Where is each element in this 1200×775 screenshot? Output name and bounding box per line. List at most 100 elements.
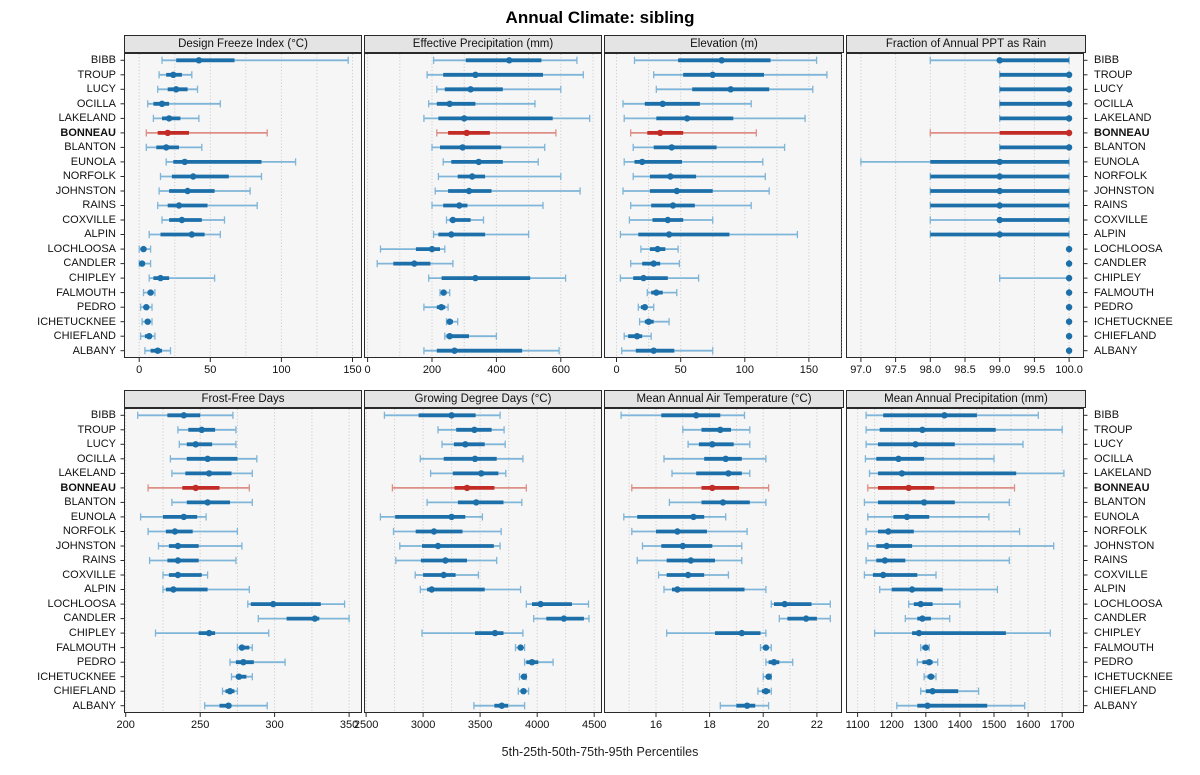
site-label-blanton: BLANTON <box>64 141 116 154</box>
plot-area: 1100 1200 1300 1400 1500 1600 1700 <box>846 408 1088 731</box>
site-label-eunola: EUNOLA <box>1094 510 1140 523</box>
svg-text:16: 16 <box>650 719 662 731</box>
svg-text:98.0: 98.0 <box>920 364 941 376</box>
panel-title: Mean Annual Precipitation (mm) <box>846 390 1086 408</box>
axis-caption: 5th-25th-50th-75th-95th Percentiles <box>501 745 699 759</box>
panel-mean-annual-precipitation-mm: Mean Annual Precipitation (mm) 1100 1200 13… <box>846 390 1088 737</box>
plot-area: 97.0 97.5 98.0 98.5 99.0 99.5 100.0 <box>846 53 1088 376</box>
plot-area: 200 250 300 350 <box>117 408 362 731</box>
site-label-rains: RAINS <box>82 199 116 212</box>
svg-text:1500: 1500 <box>982 719 1006 731</box>
site-label-troup: TROUP <box>1094 423 1133 436</box>
chart-title: Annual Climate: sibling <box>505 8 695 27</box>
svg-text:1400: 1400 <box>948 719 972 731</box>
svg-text:4000: 4000 <box>525 719 549 731</box>
panel-elevation-m: Elevation (m) 0 50 100 150 <box>604 35 844 382</box>
site-label-ichetucknee: ICHETUCKNEE <box>1094 315 1173 328</box>
svg-text:98.5: 98.5 <box>954 364 975 376</box>
site-label-bonneau: BONNEAU <box>60 481 116 494</box>
site-label-albany: ALBANY <box>1094 699 1138 712</box>
svg-text:300: 300 <box>265 719 283 731</box>
site-label-lakeland: LAKELAND <box>58 467 116 480</box>
site-label-lakeland: LAKELAND <box>58 112 116 125</box>
site-label-chipley: CHIPLEY <box>1094 626 1142 639</box>
left-site-labels: BIBB TROUP LUCY OCILLA LAKELAND BONNEAU BLANTO… <box>0 35 122 382</box>
svg-text:50: 50 <box>675 364 687 376</box>
svg-text:20: 20 <box>757 719 769 731</box>
site-label-eunola: EUNOLA <box>70 155 116 168</box>
panel-effective-precipitation-mm: Effective Precipitation (mm) 0 200 400 600 <box>364 35 602 382</box>
svg-text:200: 200 <box>423 364 441 376</box>
site-label-johnston: JOHNSTON <box>1094 539 1155 552</box>
site-label-rains: RAINS <box>1094 199 1128 212</box>
site-label-chiefland: CHIEFLAND <box>53 685 116 698</box>
site-label-eunola: EUNOLA <box>70 510 116 523</box>
svg-text:1700: 1700 <box>1050 719 1074 731</box>
panel-title: Effective Precipitation (mm) <box>364 35 602 53</box>
site-label-ichetucknee: ICHETUCKNEE <box>37 670 116 683</box>
svg-text:0: 0 <box>613 364 619 376</box>
site-label-coxville: COXVILLE <box>1094 213 1148 226</box>
site-label-ocilla: OCILLA <box>76 97 116 110</box>
site-label-falmouth: FALMOUTH <box>56 286 116 299</box>
site-label-lakeland: LAKELAND <box>1094 112 1152 125</box>
site-label-johnston: JOHNSTON <box>55 184 116 197</box>
svg-text:150: 150 <box>800 364 818 376</box>
site-label-chipley: CHIPLEY <box>1094 271 1142 284</box>
site-label-coxville: COXVILLE <box>62 213 116 226</box>
svg-text:100.0: 100.0 <box>1055 364 1083 376</box>
svg-text:99.0: 99.0 <box>989 364 1010 376</box>
site-label-johnston: JOHNSTON <box>1094 184 1155 197</box>
site-label-pedro: PEDRO <box>1094 301 1134 314</box>
panel-title: Mean Annual Air Temperature (°C) <box>604 390 844 408</box>
svg-text:0: 0 <box>136 364 142 376</box>
site-label-falmouth: FALMOUTH <box>1094 641 1154 654</box>
plot-area: 0 50 100 150 <box>604 53 842 376</box>
site-label-albany: ALBANY <box>72 344 116 357</box>
site-label-blanton: BLANTON <box>1094 496 1146 509</box>
panel-title: Growing Degree Days (°C) <box>364 390 602 408</box>
site-label-ocilla: OCILLA <box>1094 97 1134 110</box>
site-label-norfolk: NORFOLK <box>1094 525 1148 538</box>
site-label-chipley: CHIPLEY <box>68 271 116 284</box>
svg-text:1600: 1600 <box>1016 719 1040 731</box>
right-site-labels: BIBB TROUP LUCY OCILLA LAKELAND BONNEAU BLANTO… <box>1088 35 1200 382</box>
site-label-bonneau: BONNEAU <box>1094 481 1150 494</box>
svg-text:50: 50 <box>204 364 216 376</box>
left-site-labels: BIBB TROUP LUCY OCILLA LAKELAND BONNEAU BLANTO… <box>0 390 122 737</box>
svg-text:1100: 1100 <box>846 719 870 731</box>
svg-text:600: 600 <box>552 364 570 376</box>
site-label-lucy: LUCY <box>1094 438 1124 451</box>
svg-text:0: 0 <box>365 364 371 376</box>
site-label-alpin: ALPIN <box>84 228 116 241</box>
plot-area: 0 50 100 150 <box>120 53 362 376</box>
panel-frost-free-days: Frost-Free Days 200 250 300 350 <box>117 390 362 737</box>
site-label-lochloosa: LOCHLOOSA <box>47 597 116 610</box>
site-label-albany: ALBANY <box>1094 344 1138 357</box>
site-label-pedro: PEDRO <box>76 656 116 669</box>
chart-row-bottom: BIBB TROUP LUCY OCILLA LAKELAND BONNEAU BLANTO… <box>0 390 1200 737</box>
site-label-chiefland: CHIEFLAND <box>53 330 116 343</box>
site-label-pedro: PEDRO <box>76 301 116 314</box>
site-label-falmouth: FALMOUTH <box>56 641 116 654</box>
site-label-blanton: BLANTON <box>1094 141 1146 154</box>
panel-title: Design Freeze Index (°C) <box>124 35 362 53</box>
site-label-troup: TROUP <box>77 423 117 436</box>
svg-text:1300: 1300 <box>914 719 938 731</box>
right-site-labels: BIBB TROUP LUCY OCILLA LAKELAND BONNEAU BLANTO… <box>1088 390 1200 737</box>
panel-title: Frost-Free Days <box>124 390 362 408</box>
site-label-candler: CANDLER <box>1094 612 1147 625</box>
svg-text:100: 100 <box>736 364 754 376</box>
svg-text:400: 400 <box>487 364 505 376</box>
site-label-ocilla: OCILLA <box>1094 452 1134 465</box>
site-label-troup: TROUP <box>77 68 117 81</box>
site-label-candler: CANDLER <box>1094 257 1147 270</box>
site-label-rains: RAINS <box>1094 554 1128 567</box>
site-label-lucy: LUCY <box>1094 83 1124 96</box>
panel-growing-degree-days-c: Growing Degree Days (°C) 2500 3000 3500 4000… <box>354 390 606 737</box>
site-label-ichetucknee: ICHETUCKNEE <box>37 315 116 328</box>
plot-area: 2500 3000 3500 4000 4500 <box>354 408 606 731</box>
svg-text:18: 18 <box>703 719 715 731</box>
site-label-bibb: BIBB <box>1094 54 1120 67</box>
svg-text:4500: 4500 <box>582 719 606 731</box>
